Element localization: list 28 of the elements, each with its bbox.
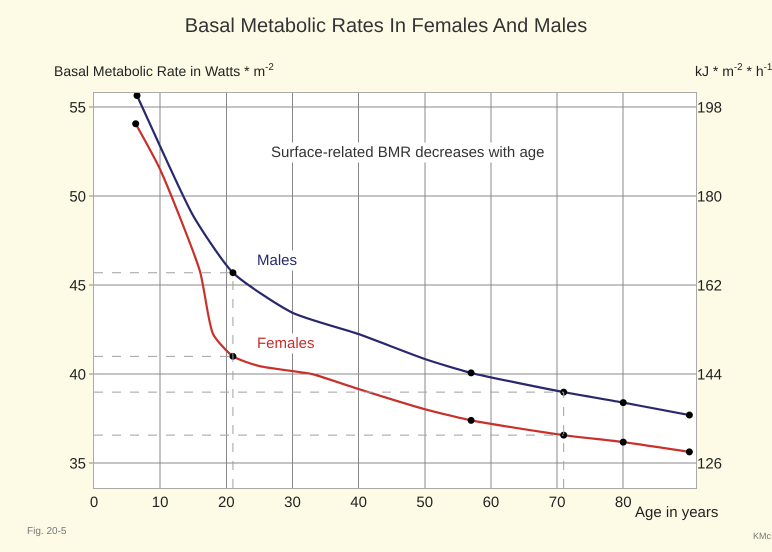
series-label: Females xyxy=(257,335,315,352)
series-label: Males xyxy=(257,252,298,269)
x-tick-label: 0 xyxy=(90,494,98,511)
text: KMc xyxy=(753,531,772,541)
x-axis-title: Age in years xyxy=(635,504,718,521)
y-tick-label: 40 xyxy=(69,366,86,384)
y-axis-title: Basal Metabolic Rate in Watts * m$^{-2}$ xyxy=(54,62,274,79)
x-tick-label: 20 xyxy=(218,494,235,511)
x-tick-label: 30 xyxy=(284,494,301,511)
y-tick-label: 35 xyxy=(69,455,86,472)
x-tick-label: 70 xyxy=(548,494,566,511)
y2-tick-label: 180 xyxy=(697,188,722,206)
y2-tick-label: 198 xyxy=(697,99,722,116)
y-tick-label: 45 xyxy=(69,277,86,294)
x-tick-label: 80 xyxy=(614,494,632,511)
y-tick-label: 50 xyxy=(69,188,86,206)
y2-tick-label: 126 xyxy=(697,455,722,472)
y2-tick-label: 144 xyxy=(697,366,722,384)
chart-title: Basal Metabolic Rates In Females And Males xyxy=(184,14,588,37)
y-tick-label: 55 xyxy=(69,99,86,116)
x-tick-label: 60 xyxy=(482,494,500,511)
x-tick-label: 10 xyxy=(152,494,168,511)
annotation: Surface-related BMR decreases with age xyxy=(271,144,544,161)
x-tick-label: 40 xyxy=(350,494,367,511)
x-tick-label: 50 xyxy=(416,494,434,511)
y2-axis-title: kJ * m$^{-2}$ * h$^{-1}$ xyxy=(695,62,772,79)
y2-tick-label: 162 xyxy=(697,277,722,294)
caption: Fig. 20-5 xyxy=(27,526,67,537)
